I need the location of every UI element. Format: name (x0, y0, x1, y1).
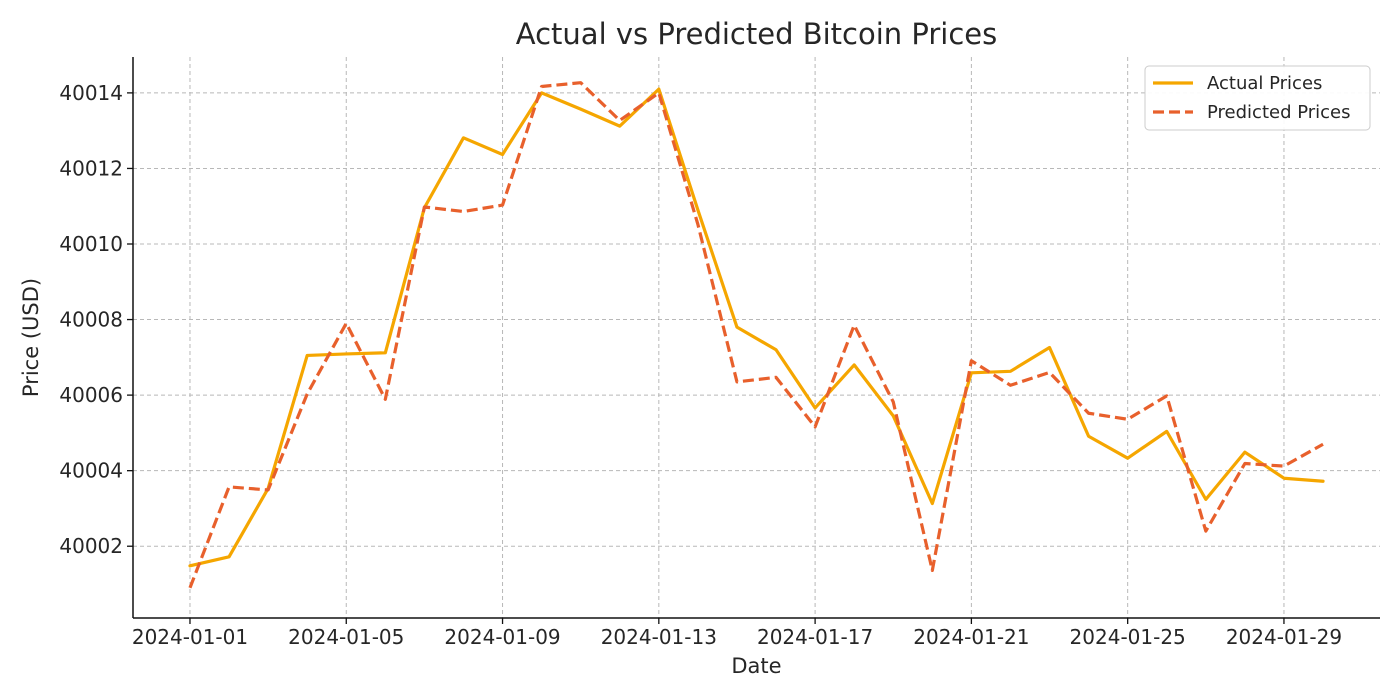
data-point-0-17 (853, 364, 855, 366)
x-axis-label: Date (731, 654, 781, 678)
data-point-1-27 (1244, 462, 1246, 464)
data-point-0-11 (619, 125, 621, 127)
data-point-0-21 (1009, 370, 1011, 372)
x-tick-label-4: 2024-01-17 (757, 625, 873, 649)
data-point-0-14 (736, 326, 738, 328)
y-tick-label-4: 40010 (59, 232, 123, 256)
data-point-1-3 (306, 393, 308, 395)
data-point-1-4 (345, 322, 347, 324)
chart-title: Actual vs Predicted Bitcoin Prices (516, 17, 997, 51)
data-point-0-12 (658, 88, 660, 90)
data-point-0-15 (775, 349, 777, 351)
data-point-1-9 (540, 85, 542, 87)
data-point-0-24 (1126, 457, 1128, 459)
x-tick-label-2: 2024-01-09 (444, 625, 560, 649)
data-point-1-1 (228, 486, 230, 488)
data-point-0-28 (1283, 477, 1285, 479)
data-point-1-13 (697, 223, 699, 225)
data-point-1-24 (1126, 418, 1128, 420)
data-point-0-22 (1048, 346, 1050, 348)
data-point-1-2 (267, 489, 269, 491)
data-point-0-29 (1322, 480, 1324, 482)
data-point-1-6 (423, 206, 425, 208)
data-point-1-14 (736, 381, 738, 383)
data-point-1-5 (384, 398, 386, 400)
y-tick-label-6: 40014 (59, 81, 123, 105)
data-point-0-7 (462, 137, 464, 139)
x-axis-ticks: 2024-01-01 2024-01-05 2024-01-09 2024-01-13… (132, 618, 1342, 649)
data-point-1-17 (853, 324, 855, 326)
data-point-1-11 (619, 119, 621, 121)
data-point-1-19 (931, 569, 933, 571)
data-point-1-10 (579, 81, 581, 83)
data-point-1-7 (462, 210, 464, 212)
data-point-0-19 (931, 502, 933, 504)
data-point-0-27 (1244, 451, 1246, 453)
data-point-0-0 (189, 565, 191, 567)
x-tick-label-1: 2024-01-05 (288, 625, 404, 649)
x-tick-label-5: 2024-01-21 (913, 625, 1029, 649)
data-point-1-23 (1087, 412, 1089, 414)
data-point-0-25 (1166, 430, 1168, 432)
data-point-1-29 (1322, 443, 1324, 445)
data-point-0-23 (1087, 435, 1089, 437)
data-point-0-4 (345, 353, 347, 355)
data-point-1-20 (970, 360, 972, 362)
data-point-0-13 (697, 209, 699, 211)
data-point-1-25 (1166, 395, 1168, 397)
data-point-1-28 (1283, 465, 1285, 467)
data-point-1-15 (775, 376, 777, 378)
data-series (188, 81, 1325, 589)
x-tick-label-7: 2024-01-29 (1226, 625, 1342, 649)
data-point-1-0 (189, 587, 191, 589)
data-point-1-16 (814, 426, 816, 428)
y-tick-label-0: 40002 (59, 534, 123, 558)
y-tick-label-2: 40006 (59, 383, 123, 407)
legend-label-predicted-prices: Predicted Prices (1207, 102, 1351, 123)
legend-label-actual-prices: Actual Prices (1207, 73, 1322, 94)
data-point-0-3 (306, 354, 308, 356)
data-point-0-1 (228, 556, 230, 558)
data-point-1-21 (1009, 384, 1011, 386)
data-point-1-22 (1048, 371, 1050, 373)
legend: Actual Prices Predicted Prices (1144, 65, 1371, 131)
series-line-actual-prices (188, 87, 1325, 568)
data-point-0-16 (814, 407, 816, 409)
series-line-predicted-prices (188, 81, 1324, 589)
data-point-0-26 (1205, 498, 1207, 500)
y-axis-ticks: 40002 40004 40006 40008 40010 40012 40014 (59, 81, 133, 558)
data-point-0-8 (501, 153, 503, 155)
y-tick-label-3: 40008 (59, 308, 123, 332)
data-point-1-26 (1205, 530, 1207, 532)
data-point-0-18 (892, 415, 894, 417)
data-point-1-8 (501, 204, 503, 206)
axes (132, 57, 1380, 619)
y-tick-label-1: 40004 (59, 459, 123, 483)
x-tick-label-6: 2024-01-25 (1070, 625, 1186, 649)
y-axis-label: Price (USD) (19, 278, 43, 397)
data-point-0-10 (579, 108, 581, 110)
data-point-1-18 (892, 401, 894, 403)
data-point-0-5 (384, 352, 386, 354)
y-tick-label-5: 40012 (59, 156, 123, 180)
data-point-1-12 (658, 92, 660, 94)
x-tick-label-0: 2024-01-01 (132, 625, 248, 649)
legend-box (1144, 65, 1371, 131)
x-tick-label-3: 2024-01-13 (601, 625, 717, 649)
